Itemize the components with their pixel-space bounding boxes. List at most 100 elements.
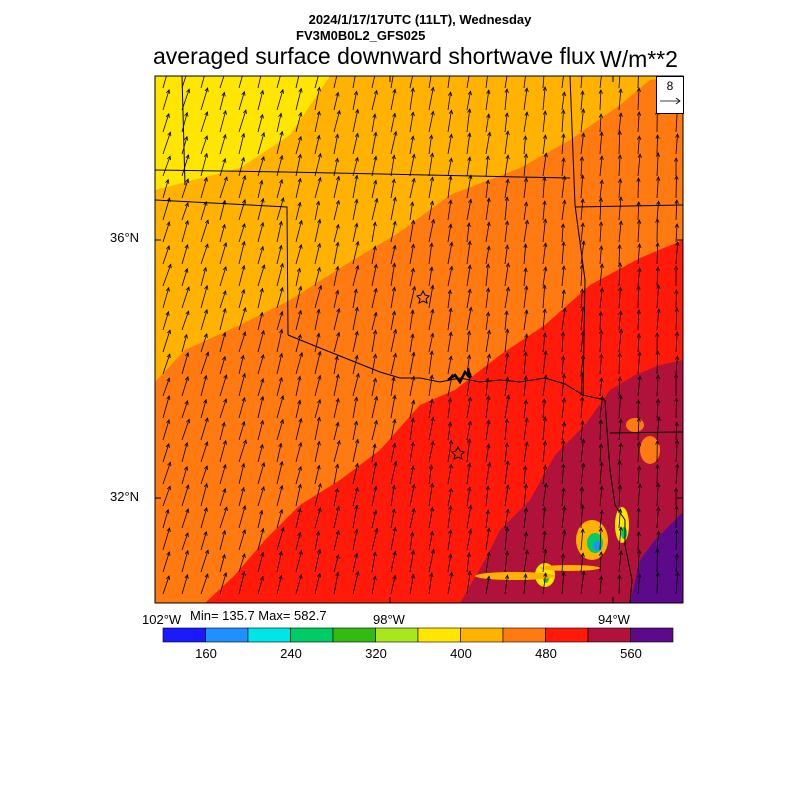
wind-arrow <box>523 136 526 155</box>
wind-arrow-head <box>298 87 303 93</box>
wind-arrow-head <box>524 87 529 93</box>
wind-arrow <box>504 395 510 419</box>
colorbar-swatch <box>290 627 334 643</box>
wind-arrow-head <box>466 354 472 360</box>
wind-arrow-head <box>617 262 623 267</box>
wind-arrow-head <box>580 198 585 203</box>
wind-arrow <box>656 506 659 529</box>
wind-arrow <box>200 243 209 265</box>
wind-arrow-head <box>241 90 246 96</box>
wind-arrow <box>314 417 320 441</box>
wind-arrow-head <box>204 573 209 579</box>
wind-arrow-head <box>353 288 358 294</box>
wind-arrow-head <box>505 328 510 334</box>
wind-arrow-head <box>373 287 378 293</box>
wind-arrow-head <box>260 395 265 401</box>
wind-arrow-head <box>203 374 208 380</box>
wind-arrow-head <box>373 461 378 467</box>
wind-arrow-head <box>674 373 679 378</box>
wind-arrow-head <box>448 175 453 181</box>
wind-arrow-head <box>204 111 209 116</box>
wind-arrow <box>314 285 322 309</box>
wind-arrow-head <box>523 573 528 578</box>
wind-arrow-head <box>166 245 170 251</box>
wind-arrow-head <box>655 242 660 247</box>
wind-arrow <box>276 485 283 507</box>
wind-arrow <box>447 266 453 287</box>
wind-arrow <box>409 508 415 529</box>
wind-arrow-head <box>335 199 340 205</box>
wind-arrow-head <box>636 531 641 536</box>
wind-arrow-head <box>411 507 416 513</box>
wind-arrow <box>276 395 284 419</box>
wind-arrow-head <box>449 571 454 577</box>
wind-arrow <box>295 334 301 353</box>
wind-arrow-head <box>449 265 454 271</box>
wind-arrow <box>656 201 659 221</box>
wind-arrow <box>618 178 621 199</box>
wind-arrow-head <box>316 110 321 116</box>
wind-arrow-head <box>599 245 604 250</box>
wind-arrow <box>580 421 584 441</box>
wind-arrow-head <box>542 308 547 313</box>
wind-arrow-head <box>167 329 171 335</box>
wind-arrow <box>599 443 602 463</box>
wind-arrow-head <box>656 176 661 181</box>
colorbar-swatch <box>332 627 376 643</box>
wind-arrow-head <box>316 86 321 92</box>
wind-arrow <box>409 244 414 265</box>
wind-arrow <box>656 309 660 331</box>
wind-arrow-head <box>203 176 208 182</box>
colorbar-swatch <box>247 627 291 643</box>
wind-arrow <box>428 285 434 309</box>
wind-arrow-head <box>598 89 603 94</box>
wind-arrow-head <box>637 219 642 224</box>
wind-arrow-head <box>186 88 191 94</box>
colorbar-swatch <box>460 627 504 643</box>
wind-arrow <box>599 156 603 177</box>
wind-arrow <box>618 460 621 485</box>
wind-arrow-head <box>185 352 190 357</box>
wind-arrow-head <box>599 485 604 491</box>
wind-arrow-head <box>373 263 378 269</box>
wind-arrow <box>580 307 584 331</box>
wind-arrow-head <box>542 416 547 421</box>
wind-arrow-head <box>617 460 622 465</box>
wind-arrow <box>675 356 678 375</box>
wind-arrow-head <box>448 529 453 535</box>
wind-arrow-head <box>430 218 436 224</box>
wind-arrow-head <box>336 69 339 73</box>
wind-arrow-head <box>354 528 359 534</box>
wind-arrow <box>238 553 246 573</box>
wind-arrow <box>675 242 679 265</box>
wind-arrow <box>238 91 245 111</box>
wind-arrow-head <box>204 549 209 555</box>
field-band-crimson <box>460 360 683 603</box>
wind-arrow <box>257 396 264 419</box>
wind-arrow <box>637 549 640 573</box>
wind-arrow-head <box>185 286 190 292</box>
wind-arrow <box>523 508 527 529</box>
wind-arrow-head <box>259 287 264 293</box>
wind-arrow <box>200 309 208 331</box>
wind-arrow <box>485 132 491 155</box>
wind-arrow-head <box>335 397 340 403</box>
wind-arrow <box>580 372 583 397</box>
wind-arrow <box>656 152 659 177</box>
wind-arrow-head <box>524 441 529 447</box>
wind-arrow-head <box>600 395 605 401</box>
wind-arrow-head <box>674 397 679 402</box>
wind-arrow-head <box>278 376 283 382</box>
wind-arrow <box>599 576 602 595</box>
wind-arrow-head <box>184 376 189 381</box>
wind-arrow-head <box>278 550 283 556</box>
wind-arrow-head <box>447 91 453 97</box>
wind-arrow <box>504 311 508 331</box>
wind-arrow-head <box>674 505 679 510</box>
wind-arrow-head <box>185 484 190 489</box>
wind-arrow-head <box>372 443 377 449</box>
wind-arrow <box>352 91 357 111</box>
wind-arrow <box>504 575 508 595</box>
wind-arrow-head <box>599 353 604 358</box>
wind-arrow <box>466 571 471 595</box>
